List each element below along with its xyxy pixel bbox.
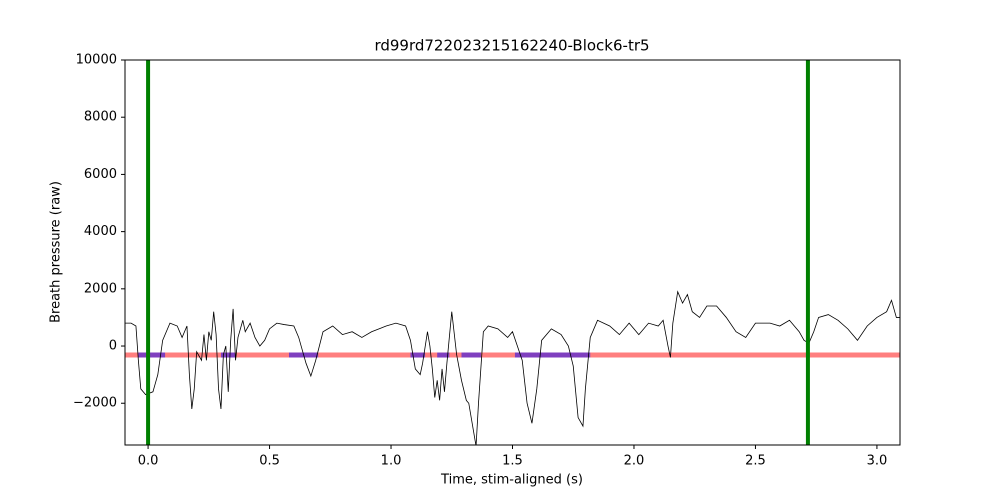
y-tick-label: 2000 <box>84 281 117 296</box>
chart-title: rd99rd722023215162240-Block6-tr5 <box>374 37 649 55</box>
y-tick-label: 8000 <box>84 110 117 125</box>
x-tick-label: 1.5 <box>502 454 523 469</box>
x-tick-label: 3.0 <box>867 454 888 469</box>
y-tick-label: 4000 <box>84 224 117 239</box>
x-tick-label: 0.0 <box>138 454 159 469</box>
x-tick-label: 1.0 <box>381 454 402 469</box>
x-tick-label: 2.5 <box>745 454 766 469</box>
y-tick-label: 6000 <box>84 167 117 182</box>
breath-trace <box>125 290 900 445</box>
x-axis-label: Time, stim-aligned (s) <box>440 473 583 488</box>
plot-area <box>125 60 900 445</box>
y-axis-label: Breath pressure (raw) <box>49 181 64 323</box>
y-tick-label: 10000 <box>76 53 117 68</box>
y-tick-label: −2000 <box>73 396 117 411</box>
x-tick-label: 0.5 <box>259 454 280 469</box>
x-tick-label: 2.0 <box>624 454 645 469</box>
y-tick-label: 0 <box>109 339 117 354</box>
axes-frame <box>124 59 901 446</box>
